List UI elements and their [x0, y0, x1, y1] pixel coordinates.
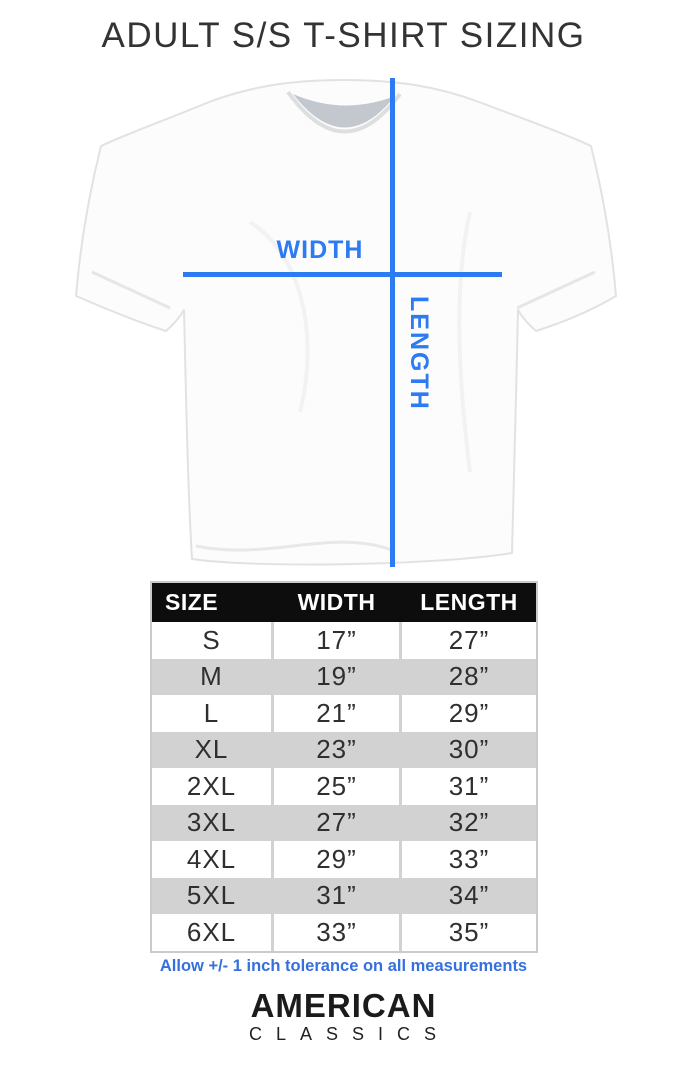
table-cell: XL — [152, 731, 271, 768]
table-cell: 31” — [274, 877, 399, 914]
right-sleeve-crease — [516, 270, 596, 310]
width-measure-line — [183, 272, 502, 277]
table-cell: 31” — [402, 768, 536, 805]
wrinkle-left — [248, 220, 310, 413]
table-row: S 17” 27” — [152, 622, 536, 659]
width-label: WIDTH — [276, 236, 364, 264]
table-cell: 27” — [274, 804, 399, 841]
table-cell: S — [152, 622, 271, 659]
table-cell: 25” — [274, 768, 399, 805]
table-cell: 33” — [402, 841, 536, 878]
collar-opening — [293, 94, 395, 128]
table-cell: 21” — [274, 695, 399, 732]
page-title: ADULT S/S T-SHIRT SIZING — [101, 16, 586, 55]
table-row: 2XL 25” 31” — [152, 768, 536, 805]
table-cell: L — [152, 695, 271, 732]
brand-name-american: AMERICAN — [250, 987, 437, 1024]
size-table: SIZE WIDTH LENGTH S 17” 27” M 19” 28” L 21” 29” X… — [150, 581, 538, 953]
hem-crease — [195, 540, 393, 552]
header-size: SIZE — [165, 589, 219, 615]
header-width: WIDTH — [297, 589, 376, 615]
size-table-header: SIZE WIDTH LENGTH — [152, 583, 536, 622]
length-label: LENGTH — [405, 296, 433, 411]
header-length: LENGTH — [420, 589, 518, 615]
table-row: 6XL 33” 35” — [152, 914, 536, 951]
brand-name-classics: CLASSICS — [248, 1023, 451, 1044]
size-table-body: S 17” 27” M 19” 28” L 21” 29” XL 23” 30” 2XL 25” 31” 3X… — [152, 622, 536, 951]
tshirt-diagram: WIDTH LENGTH — [0, 72, 687, 577]
table-cell: 5XL — [152, 877, 271, 914]
table-cell: 2XL — [152, 768, 271, 805]
table-cell: 28” — [402, 658, 536, 695]
table-cell: 30” — [402, 731, 536, 768]
table-cell: 27” — [402, 622, 536, 659]
table-cell: 6XL — [152, 914, 271, 951]
table-row: 5XL 31” 34” — [152, 877, 536, 914]
table-cell: 29” — [274, 841, 399, 878]
wrinkle-right — [457, 211, 472, 473]
tshirt-image — [75, 79, 617, 566]
tolerance-note: Allow +/- 1 inch tolerance on all measur… — [159, 957, 528, 975]
length-measure-line — [390, 78, 395, 567]
table-cell: 17” — [274, 622, 399, 659]
table-cell: 29” — [402, 695, 536, 732]
brand-logo: AMERICAN CLASSICS — [0, 987, 687, 1044]
left-sleeve-crease — [91, 270, 171, 310]
table-cell: 35” — [402, 914, 536, 951]
table-cell: 4XL — [152, 841, 271, 878]
table-row: M 19” 28” — [152, 658, 536, 695]
table-row: L 21” 29” — [152, 695, 536, 732]
table-cell: 34” — [402, 877, 536, 914]
collar-band — [286, 90, 402, 134]
table-row: 4XL 29” 33” — [152, 841, 536, 878]
table-cell: 33” — [274, 914, 399, 951]
table-cell: 23” — [274, 731, 399, 768]
shirt-body — [75, 79, 617, 566]
table-cell: 19” — [274, 658, 399, 695]
table-cell: 32” — [402, 804, 536, 841]
table-row: XL 23” 30” — [152, 731, 536, 768]
table-cell: 3XL — [152, 804, 271, 841]
table-row: 3XL 27” 32” — [152, 804, 536, 841]
table-cell: M — [152, 658, 271, 695]
